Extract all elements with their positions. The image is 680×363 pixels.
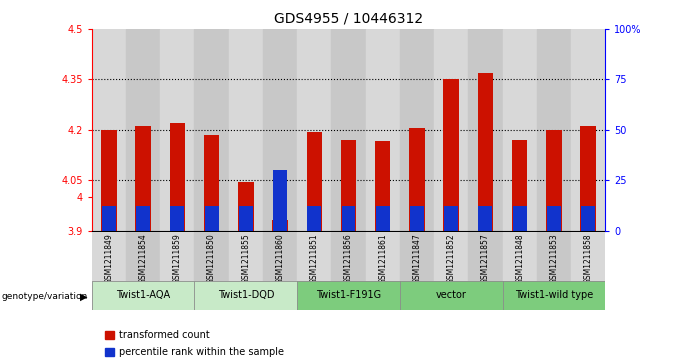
Bar bbox=[513, 206, 526, 231]
Bar bbox=[194, 29, 228, 231]
Bar bbox=[571, 29, 605, 231]
Bar bbox=[410, 206, 424, 231]
Bar bbox=[273, 170, 287, 231]
Bar bbox=[400, 281, 503, 310]
Bar bbox=[307, 132, 322, 231]
Text: genotype/variation: genotype/variation bbox=[1, 292, 88, 301]
Text: GSM1211857: GSM1211857 bbox=[481, 233, 490, 284]
Bar bbox=[443, 79, 459, 231]
Text: Twist1-wild type: Twist1-wild type bbox=[515, 290, 593, 301]
Bar bbox=[434, 232, 469, 281]
Text: GSM1211856: GSM1211856 bbox=[344, 233, 353, 284]
Bar bbox=[400, 232, 434, 281]
Bar bbox=[204, 135, 219, 231]
Bar bbox=[297, 281, 400, 310]
Bar bbox=[376, 206, 390, 231]
Bar bbox=[512, 140, 527, 231]
Bar bbox=[375, 140, 390, 231]
Text: GSM1211851: GSM1211851 bbox=[310, 233, 319, 284]
Text: percentile rank within the sample: percentile rank within the sample bbox=[119, 347, 284, 358]
Text: ▶: ▶ bbox=[80, 291, 88, 302]
Bar bbox=[239, 206, 253, 231]
Bar bbox=[160, 232, 194, 281]
Bar bbox=[341, 140, 356, 231]
Bar bbox=[238, 182, 254, 231]
Bar bbox=[503, 232, 537, 281]
Text: GSM1211849: GSM1211849 bbox=[105, 233, 114, 284]
Title: GDS4955 / 10446312: GDS4955 / 10446312 bbox=[274, 11, 423, 25]
Bar bbox=[547, 206, 561, 231]
Bar bbox=[297, 232, 331, 281]
Text: Twist1-F191G: Twist1-F191G bbox=[316, 290, 381, 301]
Bar bbox=[136, 206, 150, 231]
Bar bbox=[205, 206, 218, 231]
Bar bbox=[101, 130, 116, 231]
Bar bbox=[434, 29, 469, 231]
Text: GSM1211850: GSM1211850 bbox=[207, 233, 216, 284]
Bar bbox=[263, 29, 297, 231]
Text: GSM1211855: GSM1211855 bbox=[241, 233, 250, 284]
Bar bbox=[194, 232, 228, 281]
Bar bbox=[170, 123, 185, 231]
Bar bbox=[126, 232, 160, 281]
Bar bbox=[537, 29, 571, 231]
Text: transformed count: transformed count bbox=[119, 330, 209, 340]
Bar bbox=[194, 281, 297, 310]
Text: GSM1211854: GSM1211854 bbox=[139, 233, 148, 284]
Bar bbox=[307, 206, 321, 231]
Bar bbox=[228, 29, 263, 231]
Bar bbox=[228, 232, 263, 281]
Text: GSM1211853: GSM1211853 bbox=[549, 233, 558, 284]
Bar bbox=[581, 206, 595, 231]
Bar bbox=[469, 232, 503, 281]
Text: GSM1211848: GSM1211848 bbox=[515, 233, 524, 284]
Bar bbox=[126, 29, 160, 231]
Bar bbox=[92, 232, 126, 281]
Bar bbox=[273, 220, 288, 231]
Bar bbox=[546, 130, 562, 231]
Text: GSM1211847: GSM1211847 bbox=[413, 233, 422, 284]
Bar bbox=[469, 29, 503, 231]
Text: vector: vector bbox=[436, 290, 466, 301]
Text: GSM1211860: GSM1211860 bbox=[275, 233, 284, 284]
Bar bbox=[537, 232, 571, 281]
Bar bbox=[263, 232, 297, 281]
Text: GSM1211861: GSM1211861 bbox=[378, 233, 387, 284]
Bar bbox=[503, 29, 537, 231]
Bar bbox=[331, 232, 366, 281]
Bar bbox=[160, 29, 194, 231]
Bar bbox=[135, 126, 151, 231]
Bar bbox=[571, 232, 605, 281]
Bar bbox=[92, 29, 126, 231]
Bar bbox=[92, 281, 194, 310]
Bar bbox=[503, 281, 605, 310]
Bar bbox=[444, 206, 458, 231]
Bar bbox=[366, 29, 400, 231]
Bar bbox=[297, 29, 331, 231]
Bar bbox=[171, 206, 184, 231]
Bar bbox=[479, 206, 492, 231]
Bar bbox=[331, 29, 366, 231]
Bar bbox=[400, 29, 434, 231]
Bar bbox=[366, 232, 400, 281]
Bar bbox=[102, 206, 116, 231]
Text: GSM1211859: GSM1211859 bbox=[173, 233, 182, 284]
Bar bbox=[409, 128, 424, 231]
Bar bbox=[341, 206, 356, 231]
Text: Twist1-AQA: Twist1-AQA bbox=[116, 290, 170, 301]
Bar bbox=[581, 126, 596, 231]
Text: GSM1211852: GSM1211852 bbox=[447, 233, 456, 284]
Bar bbox=[478, 73, 493, 231]
Text: GSM1211858: GSM1211858 bbox=[583, 233, 592, 284]
Text: Twist1-DQD: Twist1-DQD bbox=[218, 290, 274, 301]
